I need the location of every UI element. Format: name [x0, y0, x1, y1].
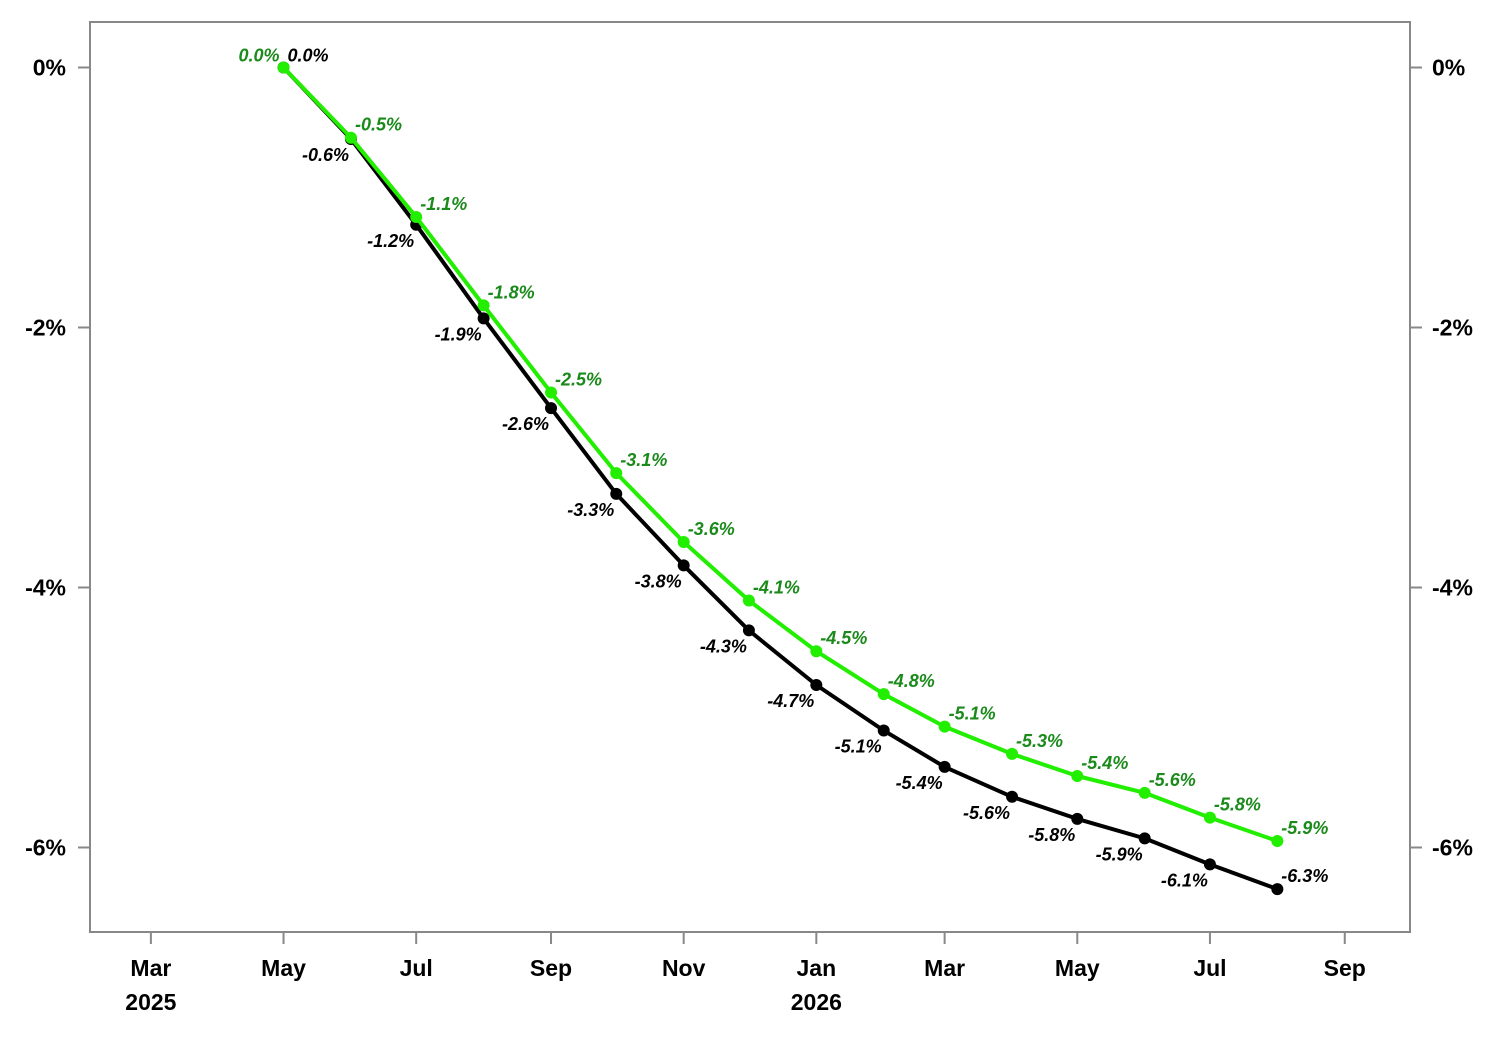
series-0-data-label: -3.3%: [567, 500, 614, 520]
data-label-layer: 0.0% -0.6% -1.2% -1.9% -2.6% -3.3% -3.8% -4.3% -…: [238, 46, 1328, 891]
x-tick-label-month: Mar: [130, 955, 171, 981]
series-0-point: [1203, 858, 1216, 871]
series-0-data-label: -1.9%: [435, 324, 482, 344]
series-1-point: [1138, 786, 1151, 799]
series-0-data-label: -2.6%: [502, 414, 549, 434]
series-0-data-label: -4.7%: [767, 691, 814, 711]
x-tick-label-year: 2025: [125, 989, 176, 1015]
x-tick-label-month: May: [1055, 955, 1100, 981]
series-1-data-label: -4.8%: [888, 671, 935, 691]
x-tick-label-month: Mar: [924, 955, 965, 981]
series-0-point: [545, 402, 558, 415]
x-tick-label-month: Jan: [797, 955, 837, 981]
series-1-data-label: -5.1%: [949, 704, 996, 724]
series-1-point: [1071, 770, 1084, 782]
x-axis: Mar 2025 May Jul Sep Nov Jan 2026 Mar May Jul Sep: [125, 932, 1366, 1015]
series-0-point: [610, 487, 623, 500]
series-1-data-label: -1.8%: [488, 282, 535, 302]
series-0-point: [477, 312, 490, 325]
series-1-data-label: -1.1%: [420, 194, 467, 214]
series-1-data-label: -2.5%: [555, 370, 602, 390]
series-1-point: [1271, 835, 1284, 847]
series-0-data-label: 0.0%: [288, 46, 329, 66]
x-tick-label-month: May: [261, 955, 306, 981]
series-0-data-label: -5.6%: [963, 803, 1010, 823]
y-tick-label-right: -4%: [1432, 575, 1473, 601]
series-1-point: [938, 720, 951, 733]
series-0-point: [1138, 832, 1151, 845]
y-axis-right: 0% -2% -4% -6%: [1410, 55, 1473, 861]
y-tick-label-right: 0%: [1432, 55, 1465, 81]
y-tick-label-right: -6%: [1432, 835, 1473, 861]
series-1-point: [677, 536, 690, 548]
series-0-data-label: -3.8%: [635, 571, 682, 591]
series-0-data-label: -0.6%: [302, 145, 349, 165]
series-0-point: [742, 624, 755, 637]
y-tick-label-left: 0%: [33, 55, 66, 81]
series-1-data-label: -5.6%: [1149, 770, 1196, 790]
series-1-point: [344, 131, 357, 144]
series-1-point: [410, 211, 423, 223]
series-0-data-label: -4.3%: [700, 636, 747, 656]
series-1-data-label: -5.3%: [1016, 731, 1063, 751]
series-0-line: [282, 66, 1278, 891]
series-0-data-label: -5.9%: [1096, 844, 1143, 864]
series-0-data-label: -1.2%: [367, 231, 414, 251]
series-0-data-label: -5.4%: [896, 773, 943, 793]
y-tick-label-left: -6%: [25, 835, 66, 861]
x-tick-label-month: Sep: [530, 955, 572, 981]
series-0-point: [810, 679, 823, 691]
x-tick-label-year: 2026: [791, 989, 842, 1015]
plot-area-frame: [89, 21, 1411, 933]
series-1-line: [282, 66, 1278, 843]
series-1-point: [545, 386, 558, 399]
y-tick-label-right: -2%: [1432, 315, 1473, 341]
series-1-data-label: -5.4%: [1081, 753, 1128, 773]
series-1-data-label: 0.0%: [238, 46, 279, 66]
series-1-point: [1006, 747, 1019, 760]
series-0-point: [677, 559, 690, 572]
y-tick-label-left: -4%: [25, 575, 66, 601]
x-tick-label-month: Jul: [1193, 955, 1226, 981]
series-0-point: [1271, 883, 1284, 896]
series-1-point: [742, 594, 755, 607]
series-1-point: [610, 467, 623, 480]
series-0-point: [877, 724, 890, 737]
series-1-data-label: -5.8%: [1214, 795, 1261, 815]
series-layer: [277, 61, 1284, 896]
series-1-data-label: -0.5%: [355, 115, 402, 135]
series-0-point: [1006, 790, 1019, 803]
series-1-data-label: -4.5%: [820, 628, 867, 648]
series-0-point: [938, 760, 951, 773]
series-0-data-label: -6.3%: [1281, 866, 1328, 886]
series-1-data-label: -3.1%: [620, 450, 667, 470]
series-0-data-label: -6.1%: [1161, 870, 1208, 890]
series-1-data-label: -5.9%: [1281, 818, 1328, 838]
series-1-point: [1203, 811, 1216, 824]
y-tick-label-left: -2%: [25, 315, 66, 341]
series-1-point: [277, 61, 290, 74]
series-0-point: [1071, 812, 1084, 825]
series-0-data-label: -5.8%: [1028, 825, 1075, 845]
series-1-point: [810, 645, 823, 658]
series-1-data-label: -4.1%: [753, 578, 800, 598]
x-tick-label-month: Jul: [400, 955, 433, 981]
x-tick-label-month: Nov: [662, 955, 706, 981]
series-1-data-label: -3.6%: [688, 519, 735, 539]
series-0-data-label: -5.1%: [835, 737, 882, 757]
x-tick-label-month: Sep: [1324, 955, 1366, 981]
series-1-point: [477, 299, 490, 312]
y-axis-left: 0% -2% -4% -6%: [25, 55, 90, 861]
series-1-point: [877, 688, 890, 701]
